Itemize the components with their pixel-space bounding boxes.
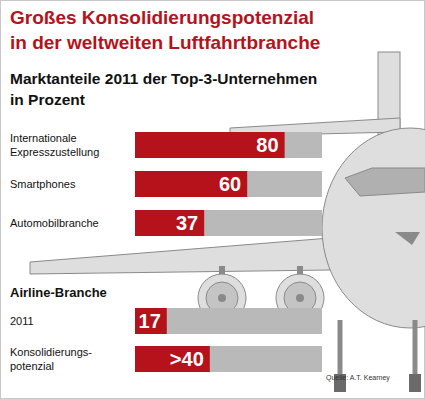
track [135,210,322,236]
bar [135,210,204,236]
track [135,171,322,197]
wheel [409,374,421,392]
data-label: 17 [139,310,161,332]
track [135,308,322,334]
track [135,346,322,372]
category-label: Smartphones [10,178,76,190]
gear [338,320,343,380]
track [135,132,322,158]
category-label: Automobilbranche [10,217,99,229]
bar [135,132,285,158]
chart: Großes Konsolidierungspotenzialin der we… [0,0,425,399]
subtitle: Marktanteile 2011 der Top-3-Unternehmeni… [10,70,317,108]
bar-chart: Airline-Branche 2011 Konsolidierungs-poten… [10,285,390,382]
engine-hub [296,294,304,302]
bar-chart: InternationaleExpresszustellung Smartphon… [10,132,322,236]
category-label: InternationaleExpresszustellung [10,132,99,158]
tracks [135,132,322,236]
nose [395,232,420,245]
bars [135,132,285,236]
group-title: Airline-Branche [10,285,107,300]
title: Großes Konsolidierungspotenzialin der we… [10,7,320,53]
fuselage [322,128,425,328]
category-label: Konsolidierungs-potenzial [10,346,92,372]
engine-hub [218,294,226,302]
data-label: 60 [219,173,241,195]
wing [30,238,330,274]
windshield [345,168,425,196]
gear [413,320,418,380]
bar [135,346,210,372]
data-label: >40 [170,348,204,370]
bar [135,171,247,197]
bars [135,308,210,372]
category-label: 2011 [10,315,34,327]
data-label: 37 [176,212,198,234]
data-label: 80 [256,134,278,156]
tracks [135,308,322,372]
bar [135,308,167,334]
source: Quelle: A.T. Kearney [326,374,390,382]
